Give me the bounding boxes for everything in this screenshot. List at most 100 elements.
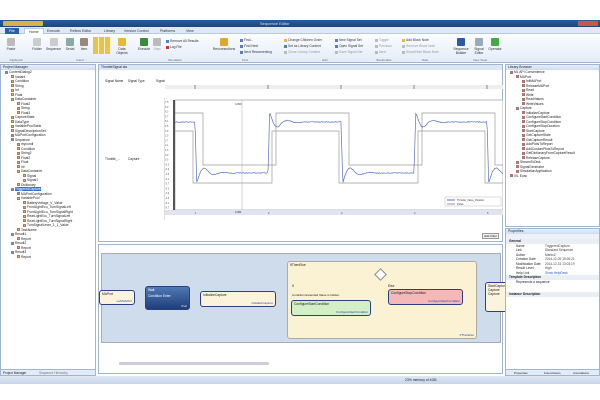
node-icon bbox=[522, 134, 525, 137]
item-button[interactable]: Item bbox=[78, 38, 90, 51]
node-icon bbox=[522, 102, 525, 105]
node-icon bbox=[11, 134, 14, 137]
node-icon bbox=[5, 71, 8, 74]
remove-all-results-button[interactable]: Remove All Results bbox=[166, 39, 199, 43]
tab-project-manager[interactable]: Project Manager bbox=[3, 371, 26, 375]
node-icon bbox=[522, 93, 525, 96]
serial-button[interactable]: Serial bbox=[64, 38, 76, 51]
save-signal-set-button[interactable]: Save Signal Set bbox=[335, 50, 362, 54]
tab-annotations[interactable]: Annotations bbox=[573, 371, 589, 375]
open-signal-set-button[interactable]: Open Signal Set bbox=[335, 44, 363, 48]
node-icon bbox=[11, 89, 14, 92]
node-icon bbox=[17, 246, 20, 249]
tab-found-items[interactable]: Found Items bbox=[544, 371, 561, 375]
insert-gallery[interactable] bbox=[93, 37, 111, 54]
data-objects-button[interactable]: Data Objects bbox=[114, 38, 130, 55]
tab-properties[interactable]: Properties bbox=[514, 371, 528, 375]
next-reconnecting-button[interactable]: Next Reconnecting bbox=[240, 50, 272, 54]
node-icon bbox=[11, 116, 14, 119]
node-icon bbox=[11, 233, 14, 236]
bookmarks-group-label: Bookmarks bbox=[370, 58, 398, 62]
node-icon bbox=[510, 71, 513, 74]
signal-editor-button[interactable]: Signal Editor bbox=[472, 38, 486, 55]
toggle-bookmark-button[interactable]: Toggle bbox=[375, 38, 389, 42]
signal-row[interactable]: Throttle_... Capture bbox=[99, 98, 165, 220]
find-button[interactable]: Find... bbox=[240, 38, 253, 42]
edit-filter-button[interactable]: Edit Filter bbox=[482, 233, 499, 239]
find-next-button[interactable]: Find Next bbox=[240, 44, 258, 48]
new-signal-set-button[interactable]: New Signal Set bbox=[335, 38, 362, 42]
tree-item[interactable]: XIL Evac bbox=[506, 174, 599, 179]
node-icon bbox=[17, 228, 20, 231]
node-icon bbox=[11, 93, 14, 96]
template-description-text: Represents a sequence bbox=[506, 280, 599, 285]
execute-button[interactable]: Execute bbox=[137, 38, 151, 51]
step-button[interactable]: Step bbox=[152, 38, 162, 51]
y-tick-label: -3.3 bbox=[165, 187, 170, 190]
node-configure-start-condition[interactable]: ConfigureStartCondition ConfigureStartCon… bbox=[291, 300, 371, 316]
node-icon bbox=[522, 147, 525, 150]
horizontal-scrollbar[interactable] bbox=[119, 362, 269, 365]
node-icon bbox=[516, 165, 519, 168]
node-if-then-else[interactable]: IfThenElse IfThenElse If Else Condition E… bbox=[287, 261, 477, 339]
column-signal: Signal bbox=[156, 79, 165, 83]
tree-item[interactable]: Report bbox=[1, 255, 95, 260]
node-icon bbox=[522, 80, 525, 83]
if-branch-label: If bbox=[292, 284, 294, 288]
paste-button[interactable]: Paste bbox=[4, 38, 18, 51]
y-tick-label: -2.1 bbox=[165, 178, 170, 181]
title-bar: Sequence Editor bbox=[0, 20, 600, 27]
node-icon bbox=[516, 75, 519, 78]
node-icon bbox=[23, 219, 26, 222]
remove-block-note-button[interactable]: Remove Block Note bbox=[402, 44, 435, 48]
document-tab[interactable]: ThrottleSignal.sts bbox=[101, 65, 127, 69]
node-initialize-capture[interactable]: InitializeCapture InitializeCapture bbox=[200, 291, 276, 307]
node-icon bbox=[17, 152, 20, 155]
project-manager-panel: Project Manager ContentDialog2 Variant Con… bbox=[0, 64, 96, 376]
previous-bookmark-button[interactable]: Previous bbox=[375, 44, 392, 48]
folder-button[interactable]: Folder bbox=[30, 38, 44, 51]
y-tick-label: -5.7 bbox=[165, 207, 170, 210]
y-tick-label: 2.1 bbox=[165, 144, 169, 147]
signal-editor-document: ThrottleSignal.sts Signal Name Signal Ty… bbox=[98, 64, 503, 242]
clone-library-content-button[interactable]: Clone Library Content bbox=[284, 50, 320, 54]
node-icon bbox=[11, 98, 14, 101]
y-tick-label: -0.3 bbox=[165, 163, 170, 166]
node-icon bbox=[11, 251, 14, 254]
node-icon bbox=[516, 170, 519, 173]
cursor-top-value: 4.300 bbox=[235, 102, 242, 106]
change-children-order-button[interactable]: Change Children Order bbox=[284, 38, 322, 42]
node-icon bbox=[522, 125, 525, 128]
node-icon bbox=[17, 197, 20, 200]
set-library-content-button[interactable]: Set as Library Content bbox=[284, 44, 321, 48]
reconnections-button[interactable]: Reconnections bbox=[210, 38, 238, 51]
add-block-note-button[interactable]: Add Block Note bbox=[402, 38, 429, 42]
y-tick-label: -2.7 bbox=[165, 183, 170, 186]
sequence-button[interactable]: Sequence bbox=[45, 38, 62, 51]
simulation-group-label: Simulation bbox=[150, 58, 200, 62]
node-icon bbox=[17, 192, 20, 195]
tab-sequence-hierarchy[interactable]: Sequence Hierarchy bbox=[39, 371, 68, 375]
library-browser-panel: Library Browser ML API Convenience MAPort… bbox=[505, 64, 600, 227]
log-file-button[interactable]: Log File bbox=[166, 45, 182, 49]
node-icon bbox=[11, 188, 14, 191]
sequence-builder-button[interactable]: Sequence Builder bbox=[452, 38, 470, 55]
node-wait[interactable]: Wait Condition Enter Wait bbox=[145, 286, 190, 310]
instance-description-section[interactable]: Instance Description bbox=[506, 292, 599, 297]
node-icon bbox=[11, 125, 14, 128]
node-maport[interactable]: MAPort sublMAPort bbox=[99, 290, 135, 305]
node-icon bbox=[23, 201, 26, 204]
operator-button[interactable]: Operator bbox=[487, 38, 503, 51]
y-tick-label: 4.5 bbox=[165, 125, 169, 128]
signal-plot[interactable]: 7.56.96.35.75.14.53.93.32.72.11.50.90.3-… bbox=[165, 85, 503, 225]
next-bookmark-button[interactable]: Next bbox=[375, 50, 386, 54]
window-controls[interactable] bbox=[578, 21, 598, 26]
node-configure-stop-condition[interactable]: ConfigureStopCondition ConfigureStartCond… bbox=[388, 289, 463, 305]
quick-access-toolbar[interactable] bbox=[3, 21, 43, 26]
node-icon bbox=[522, 143, 525, 146]
show-hide-block-note-button[interactable]: Show/Hide Block Note bbox=[402, 50, 439, 54]
node-icon bbox=[17, 161, 20, 164]
node-icon bbox=[11, 138, 14, 141]
node-icon bbox=[522, 156, 525, 159]
note-group-label: Note bbox=[410, 58, 440, 62]
